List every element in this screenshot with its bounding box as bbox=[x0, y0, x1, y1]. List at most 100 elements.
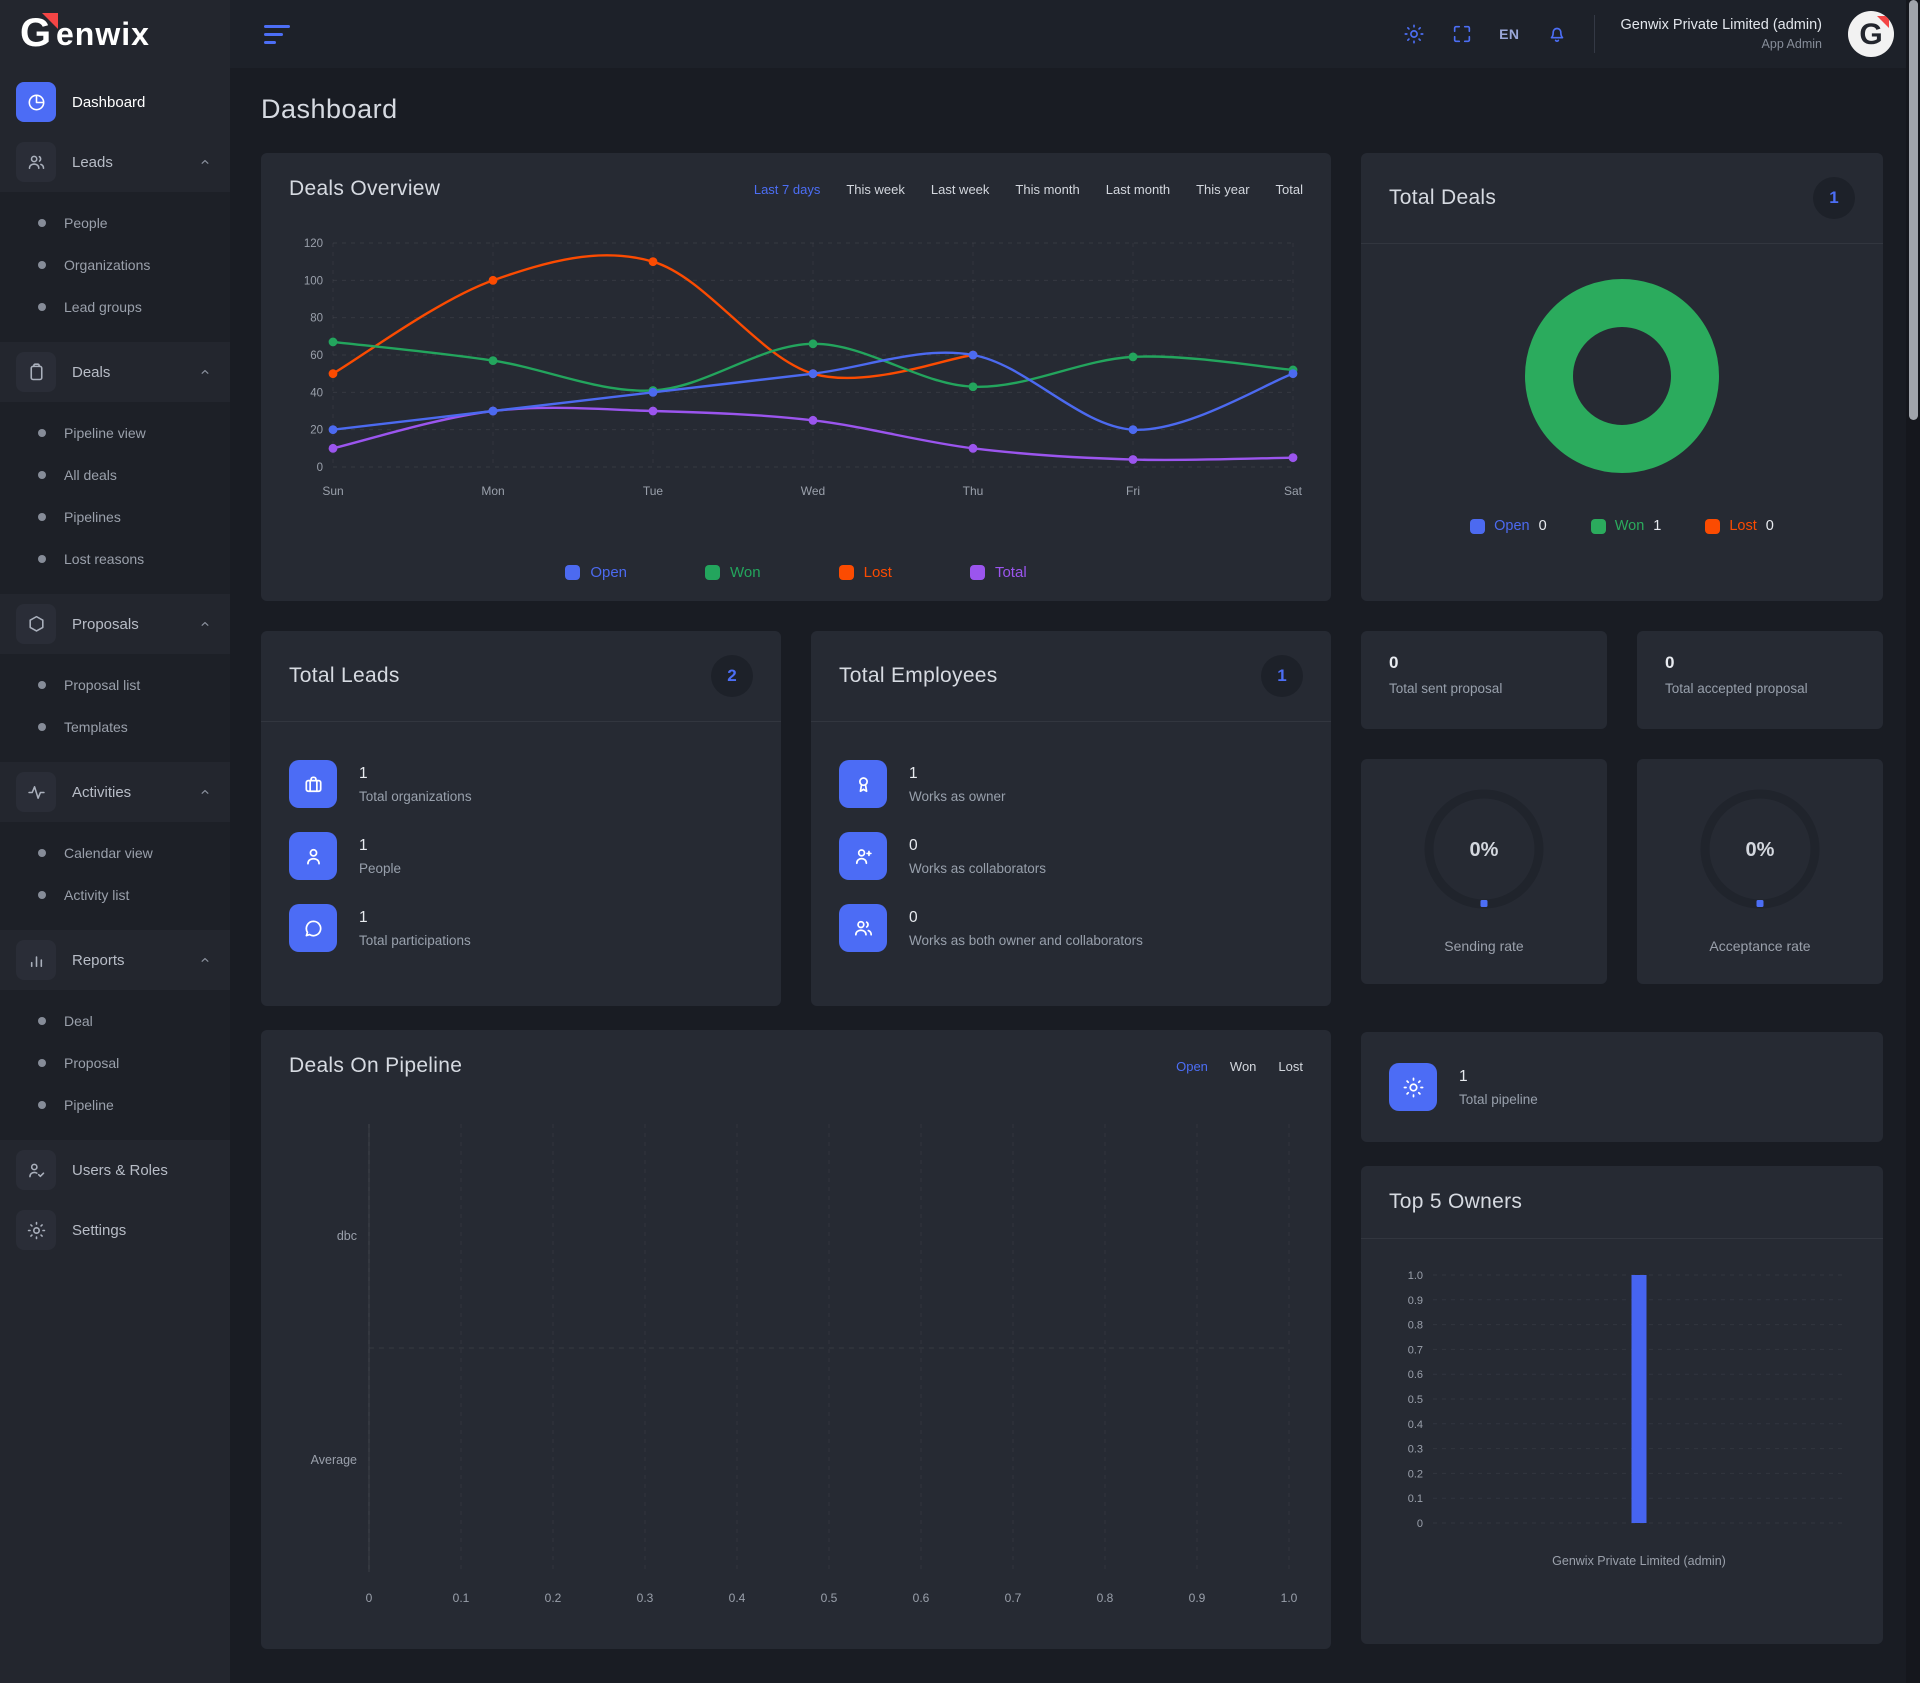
svg-text:Genwix Private Limited (admin): Genwix Private Limited (admin) bbox=[1552, 1554, 1726, 1568]
svg-text:0: 0 bbox=[366, 1591, 373, 1605]
language-selector[interactable]: EN bbox=[1499, 26, 1520, 42]
hamburger-menu-icon[interactable] bbox=[264, 24, 290, 44]
total-pipeline-value: 1 bbox=[1459, 1067, 1468, 1085]
user-icon bbox=[289, 832, 337, 880]
users-icon bbox=[16, 142, 56, 182]
sidebar-subitem-lead-groups[interactable]: Lead groups bbox=[0, 286, 230, 328]
svg-text:0.3: 0.3 bbox=[637, 1591, 654, 1605]
legend-swatch bbox=[705, 565, 721, 580]
legend-lost[interactable]: Lost bbox=[838, 564, 892, 581]
sidebar-item-reports[interactable]: Reports bbox=[0, 930, 230, 990]
filter-this-year[interactable]: This year bbox=[1196, 181, 1250, 197]
sidebar-item-proposals[interactable]: Proposals bbox=[0, 594, 230, 654]
total-sent-proposal-value: 0 bbox=[1389, 653, 1399, 672]
donut-legend-won[interactable]: Won 1 bbox=[1590, 518, 1661, 534]
sidebar-subitem-activity-list[interactable]: Activity list bbox=[0, 874, 230, 916]
topbar-right: EN Genwix Private Limited (admin) App Ad… bbox=[1403, 11, 1894, 57]
sidebar-subitem-templates[interactable]: Templates bbox=[0, 706, 230, 748]
topbar-divider bbox=[1593, 15, 1595, 53]
sidebar-subitem-organizations[interactable]: Organizations bbox=[0, 244, 230, 286]
svg-text:0.5: 0.5 bbox=[1408, 1394, 1423, 1406]
total-leads-title: Total Leads bbox=[289, 664, 400, 687]
main-area: EN Genwix Private Limited (admin) App Ad… bbox=[230, 0, 1920, 1683]
filter-last-7-days[interactable]: Last 7 days bbox=[753, 181, 821, 197]
filter-this-month[interactable]: This month bbox=[1015, 181, 1080, 197]
pipeline-tab-lost[interactable]: Lost bbox=[1278, 1058, 1303, 1074]
bullet-dot-icon bbox=[38, 681, 46, 689]
theme-brightness-icon[interactable] bbox=[1403, 23, 1425, 45]
chevron-up-icon bbox=[198, 365, 212, 379]
sidebar-subitem-calendar-view[interactable]: Calendar view bbox=[0, 832, 230, 874]
bullet-dot-icon bbox=[38, 555, 46, 563]
legend-total[interactable]: Total bbox=[969, 564, 1027, 581]
scrollbar-thumb[interactable] bbox=[1909, 0, 1918, 420]
bullet-dot-icon bbox=[38, 261, 46, 269]
avatar[interactable]: G bbox=[1848, 11, 1894, 57]
sidebar-item-leads[interactable]: Leads bbox=[0, 132, 230, 192]
donut-legend-open[interactable]: Open 0 bbox=[1470, 518, 1547, 534]
filter-last-month[interactable]: Last month bbox=[1105, 181, 1171, 197]
donut-legend-lost[interactable]: Lost 0 bbox=[1705, 518, 1774, 534]
deals-on-pipeline-chart: 0 0.1 0.2 0.3 0.4 0.5 0.6 0.7 0.8 0.9 1.0 dbc Averag… bbox=[261, 1102, 1331, 1637]
sidebar-subitem-proposal-list[interactable]: Proposal list bbox=[0, 664, 230, 706]
sidebar-subitem-people[interactable]: People bbox=[0, 202, 230, 244]
filter-last-week[interactable]: Last week bbox=[930, 181, 990, 197]
deals-overview-card: Deals Overview Last 7 days This week Last … bbox=[261, 153, 1331, 601]
legend-open[interactable]: Open bbox=[565, 564, 627, 581]
brand-g-icon: G bbox=[20, 11, 58, 55]
chevron-up-icon bbox=[198, 617, 212, 631]
total-pipeline-label: Total pipeline bbox=[1459, 1091, 1538, 1107]
svg-text:0.6: 0.6 bbox=[913, 1591, 930, 1605]
brand-name: enwix bbox=[56, 15, 150, 52]
sidebar-item-deals[interactable]: Deals bbox=[0, 342, 230, 402]
award-icon bbox=[839, 760, 887, 808]
total-deals-badge: 1 bbox=[1813, 177, 1855, 219]
total-accepted-proposal-label: Total accepted proposal bbox=[1665, 681, 1808, 696]
account-name: Genwix Private Limited (admin) bbox=[1620, 17, 1822, 33]
sidebar-item-settings[interactable]: Settings bbox=[0, 1200, 230, 1260]
logo-area: G enwix bbox=[0, 0, 230, 68]
svg-text:0.2: 0.2 bbox=[545, 1591, 562, 1605]
sidebar-subitem-all-deals[interactable]: All deals bbox=[0, 454, 230, 496]
svg-text:0.1: 0.1 bbox=[453, 1591, 470, 1605]
chevron-up-icon bbox=[198, 785, 212, 799]
total-deals-donut-chart bbox=[1361, 278, 1883, 474]
svg-text:Tue: Tue bbox=[643, 484, 664, 498]
sidebar-item-users-roles[interactable]: Users & Roles bbox=[0, 1140, 230, 1200]
sending-rate-label: Sending rate bbox=[1444, 938, 1524, 954]
brand-logo[interactable]: G enwix bbox=[20, 11, 150, 55]
filter-this-week[interactable]: This week bbox=[846, 181, 905, 197]
svg-text:80: 80 bbox=[310, 313, 323, 325]
filter-total[interactable]: Total bbox=[1275, 181, 1303, 197]
sending-rate-card: 0% Sending rate bbox=[1361, 759, 1607, 984]
pipeline-tab-open[interactable]: Open bbox=[1176, 1058, 1208, 1074]
deals-on-pipeline-tabs: Open Won Lost bbox=[1176, 1059, 1303, 1074]
bullet-dot-icon bbox=[38, 1017, 46, 1025]
deals-on-pipeline-card: Deals On Pipeline Open Won Lost 0 0.1 0.2 0.3… bbox=[261, 1030, 1331, 1649]
notifications-bell-icon[interactable] bbox=[1546, 23, 1568, 45]
sidebar-item-activities[interactable]: Activities bbox=[0, 762, 230, 822]
stat-row-total-participations: 1 Total participations bbox=[289, 904, 753, 952]
top-owners-chart: 0 0.1 0.2 0.3 0.4 0.5 0.6 0.7 0.8 0.9 1.0 Genwix Pr… bbox=[1361, 1239, 1883, 1595]
account-menu[interactable]: Genwix Private Limited (admin) App Admin bbox=[1621, 17, 1822, 51]
sidebar-subitem-proposal[interactable]: Proposal bbox=[0, 1042, 230, 1084]
top-owners-title: Top 5 Owners bbox=[1389, 1190, 1523, 1213]
svg-text:20: 20 bbox=[310, 425, 323, 437]
pipeline-tab-won[interactable]: Won bbox=[1229, 1058, 1257, 1074]
sidebar-subitem-pipeline-view[interactable]: Pipeline view bbox=[0, 412, 230, 454]
sidebar-subitem-deal[interactable]: Deal bbox=[0, 1000, 230, 1042]
sidebar-subitem-lost-reasons[interactable]: Lost reasons bbox=[0, 538, 230, 580]
fullscreen-icon[interactable] bbox=[1451, 23, 1473, 45]
sidebar-item-dashboard[interactable]: Dashboard bbox=[0, 72, 230, 132]
acceptance-rate-label: Acceptance rate bbox=[1709, 938, 1811, 954]
total-deals-card: Total Deals 1 Open 0 Won 1 Lost 0 bbox=[1361, 153, 1883, 601]
sidebar-subitem-pipelines[interactable]: Pipelines bbox=[0, 496, 230, 538]
bullet-dot-icon bbox=[38, 849, 46, 857]
sidebar-item-label: Proposals bbox=[72, 615, 139, 633]
sidebar-subitem-pipeline[interactable]: Pipeline bbox=[0, 1084, 230, 1126]
acceptance-rate-gauge: 0% bbox=[1694, 783, 1826, 920]
legend-won[interactable]: Won bbox=[705, 564, 761, 581]
bullet-dot-icon bbox=[38, 1101, 46, 1109]
pie-chart-icon bbox=[16, 82, 56, 122]
svg-text:0.4: 0.4 bbox=[1408, 1419, 1423, 1431]
